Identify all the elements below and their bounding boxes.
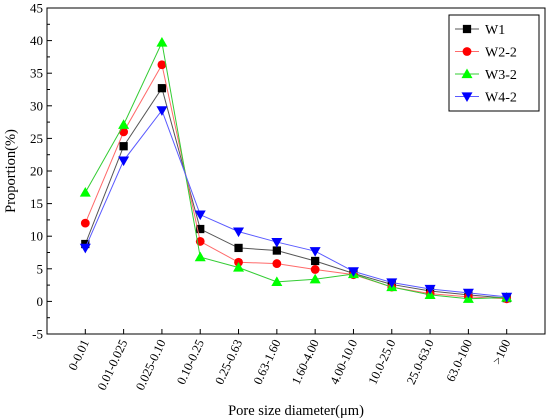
series-line <box>84 40 507 300</box>
x-tick-label: 10.0-25.0 <box>366 337 399 386</box>
y-tick-label: -5 <box>32 327 43 342</box>
data-point <box>234 243 243 253</box>
data-point <box>272 259 282 268</box>
series-w1 <box>81 84 511 303</box>
legend-item: W2-2 <box>455 46 517 61</box>
data-point <box>157 84 167 93</box>
series-line <box>84 86 507 299</box>
series-w2-2 <box>80 60 512 304</box>
legend-marker <box>461 68 473 79</box>
y-tick-label: 0 <box>37 294 44 309</box>
y-tick-label: 30 <box>30 98 43 113</box>
data-point <box>233 261 245 272</box>
data-point <box>271 276 283 286</box>
x-tick-label: 63.0-100 <box>443 337 475 384</box>
data-point <box>119 127 129 137</box>
legend-marker <box>462 24 472 34</box>
x-tick-label: 0.63-1.60 <box>251 337 284 386</box>
data-point <box>194 210 206 221</box>
data-point <box>424 284 436 295</box>
legend-item: W1 <box>455 23 505 38</box>
data-point <box>271 237 283 248</box>
data-point <box>347 267 359 277</box>
x-tick-label: 4.00-10.0 <box>327 337 360 386</box>
data-point <box>79 243 91 254</box>
x-tick-label: >100 <box>490 337 514 366</box>
x-tick-label: 1.60-4.00 <box>289 337 322 386</box>
y-tick-label: 15 <box>30 196 43 211</box>
series-w3-2 <box>79 37 513 303</box>
y-tick-label: 45 <box>30 1 43 16</box>
data-point <box>156 106 168 116</box>
data-point <box>80 218 90 228</box>
series-line <box>84 63 507 300</box>
y-tick-label: 40 <box>30 33 43 48</box>
legend-marker <box>462 47 472 56</box>
data-point <box>386 278 398 288</box>
data-point <box>462 288 474 299</box>
legend-label: W2-2 <box>485 46 517 61</box>
x-axis-title: Pore size diameter(μm) <box>228 403 364 419</box>
legend-label: W4-2 <box>485 91 517 106</box>
data-point <box>272 246 281 255</box>
plot-frame <box>46 7 546 335</box>
y-tick-label: 20 <box>30 164 43 179</box>
data-point <box>79 187 91 197</box>
data-point <box>118 156 130 167</box>
x-tick-label: 0.10-0.25 <box>174 337 207 386</box>
legend-label: W3-2 <box>485 68 517 83</box>
x-tick-label: 0.25-0.63 <box>212 337 245 386</box>
data-point <box>309 273 321 284</box>
data-point <box>311 256 320 266</box>
data-point <box>233 227 245 238</box>
data-point <box>156 37 168 47</box>
y-tick-label: 35 <box>30 66 43 81</box>
data-point <box>118 119 130 129</box>
data-point <box>309 247 321 257</box>
series-layer <box>79 37 513 304</box>
data-point <box>196 224 205 234</box>
data-point <box>194 251 206 262</box>
y-axis-ticks: -5 0 5 10 15 20 25 30 35 40 45 <box>30 1 52 342</box>
x-tick-label: 25.0-63.0 <box>404 337 437 386</box>
y-tick-label: 10 <box>30 229 43 244</box>
legend-item: W3-2 <box>455 68 517 83</box>
y-axis-title: Proportion(%) <box>3 129 19 213</box>
legend-label: W1 <box>485 23 505 38</box>
data-point <box>310 265 320 274</box>
data-point <box>119 142 128 151</box>
x-tick-label: 0.025-0.10 <box>133 337 169 392</box>
y-tick-label: 25 <box>30 131 43 146</box>
legend: W1 W2-2 W3-2 W4-2 <box>448 14 540 112</box>
y-tick-label: 5 <box>37 261 44 276</box>
x-tick-label: 0.01-0.025 <box>95 337 131 392</box>
x-tick-label: 0-0.01 <box>66 337 92 372</box>
data-point <box>157 60 167 70</box>
legend-marker <box>461 92 473 102</box>
data-point <box>501 292 513 303</box>
legend-item: W4-2 <box>455 91 517 106</box>
x-axis-ticks: 0-0.01 0.01-0.025 0.025-0.10 0.10-0.25 0.25-… <box>66 329 514 392</box>
series-line <box>84 109 507 298</box>
series-w4-2 <box>79 106 513 303</box>
